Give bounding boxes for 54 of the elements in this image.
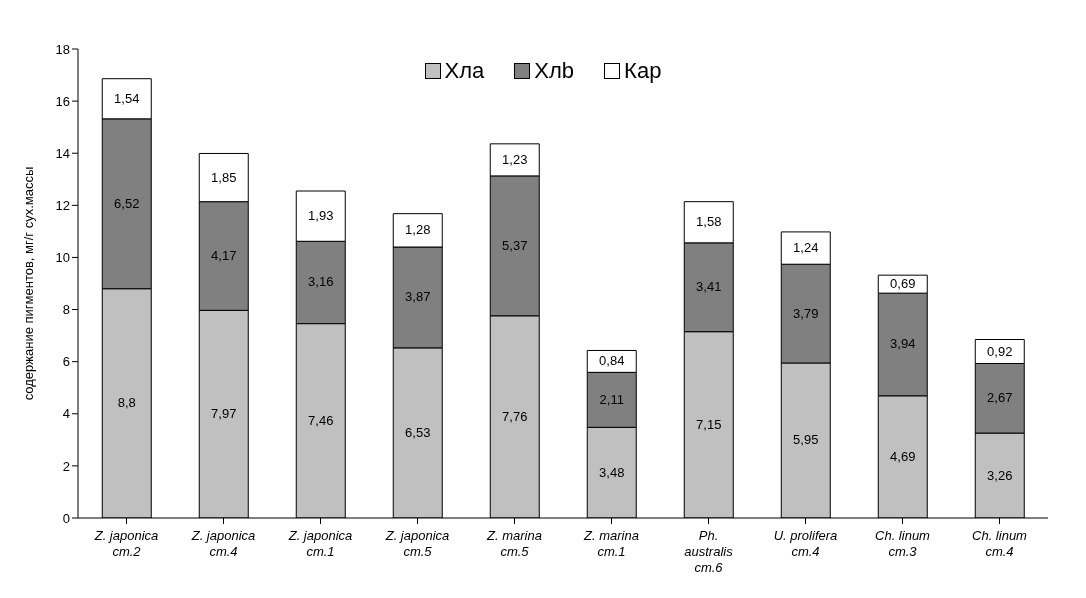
data-label: 6,53 <box>405 424 431 440</box>
data-label: 5,37 <box>502 237 528 253</box>
data-label: 5,95 <box>793 432 819 448</box>
data-label: 0,92 <box>987 343 1013 359</box>
y-tick-label: 6 <box>62 354 70 370</box>
data-label: 6,52 <box>114 195 140 211</box>
data-label: 2,11 <box>599 391 624 407</box>
data-label: 1,54 <box>114 90 140 106</box>
data-label: 7,97 <box>211 406 237 422</box>
x-tick-label: Ch. linum ст.4 <box>972 528 1028 559</box>
y-tick-label: 16 <box>55 93 70 109</box>
legend-label: Хлb <box>533 58 575 84</box>
data-label: 2,67 <box>987 390 1013 406</box>
data-label: 1,85 <box>211 169 237 185</box>
data-label: 4,17 <box>211 248 237 264</box>
data-label: 1,93 <box>308 208 334 224</box>
data-label: 7,46 <box>308 412 334 428</box>
data-label: 1,28 <box>405 222 431 238</box>
data-label: 7,15 <box>696 416 722 432</box>
data-label: 1,23 <box>502 151 528 167</box>
data-label: 3,87 <box>405 289 431 305</box>
data-label: 3,94 <box>890 336 916 352</box>
x-tick-label: U. prolifera ст.4 <box>773 528 838 559</box>
x-tick-label: Z. japonica ст.4 <box>190 528 256 559</box>
data-label: 0,69 <box>890 276 916 292</box>
x-tick-label: Z. marina ст.5 <box>486 528 542 559</box>
y-tick-label: 8 <box>62 302 70 318</box>
x-tick-label: Z. marina ст.1 <box>583 528 639 559</box>
x-tick-label: Ph. australis ст.6 <box>684 528 734 575</box>
data-label: 3,16 <box>308 274 334 290</box>
y-tick-label: 18 <box>55 41 70 57</box>
y-axis-title: содержание пигментов, мг/г сух.массы <box>20 166 36 401</box>
data-label: 3,79 <box>793 305 819 321</box>
y-tick-label: 2 <box>62 458 70 474</box>
data-label: 3,41 <box>696 279 722 295</box>
data-label: 3,26 <box>987 467 1013 483</box>
y-tick-label: 14 <box>55 145 70 161</box>
data-label: 7,76 <box>502 408 528 424</box>
legend-label: Хла <box>443 58 485 84</box>
data-label: 1,58 <box>696 214 722 230</box>
data-label: 0,84 <box>599 353 625 369</box>
y-tick-label: 10 <box>55 250 70 266</box>
x-tick-label: Ch. linum ст.3 <box>875 528 931 559</box>
x-tick-label: Z. japonica ст.1 <box>287 528 353 559</box>
y-tick-label: 0 <box>62 510 70 526</box>
y-tick-label: 4 <box>62 406 70 422</box>
data-label: 1,24 <box>793 240 819 256</box>
x-tick-label: Z. japonica ст.5 <box>384 528 450 559</box>
data-label: 3,48 <box>599 464 625 480</box>
y-tick-label: 12 <box>55 197 70 213</box>
data-label: 4,69 <box>890 448 916 464</box>
data-label: 8,8 <box>117 395 136 411</box>
x-tick-label: Z. japonica ст.2 <box>93 528 159 559</box>
legend-label: Кар <box>623 58 662 84</box>
